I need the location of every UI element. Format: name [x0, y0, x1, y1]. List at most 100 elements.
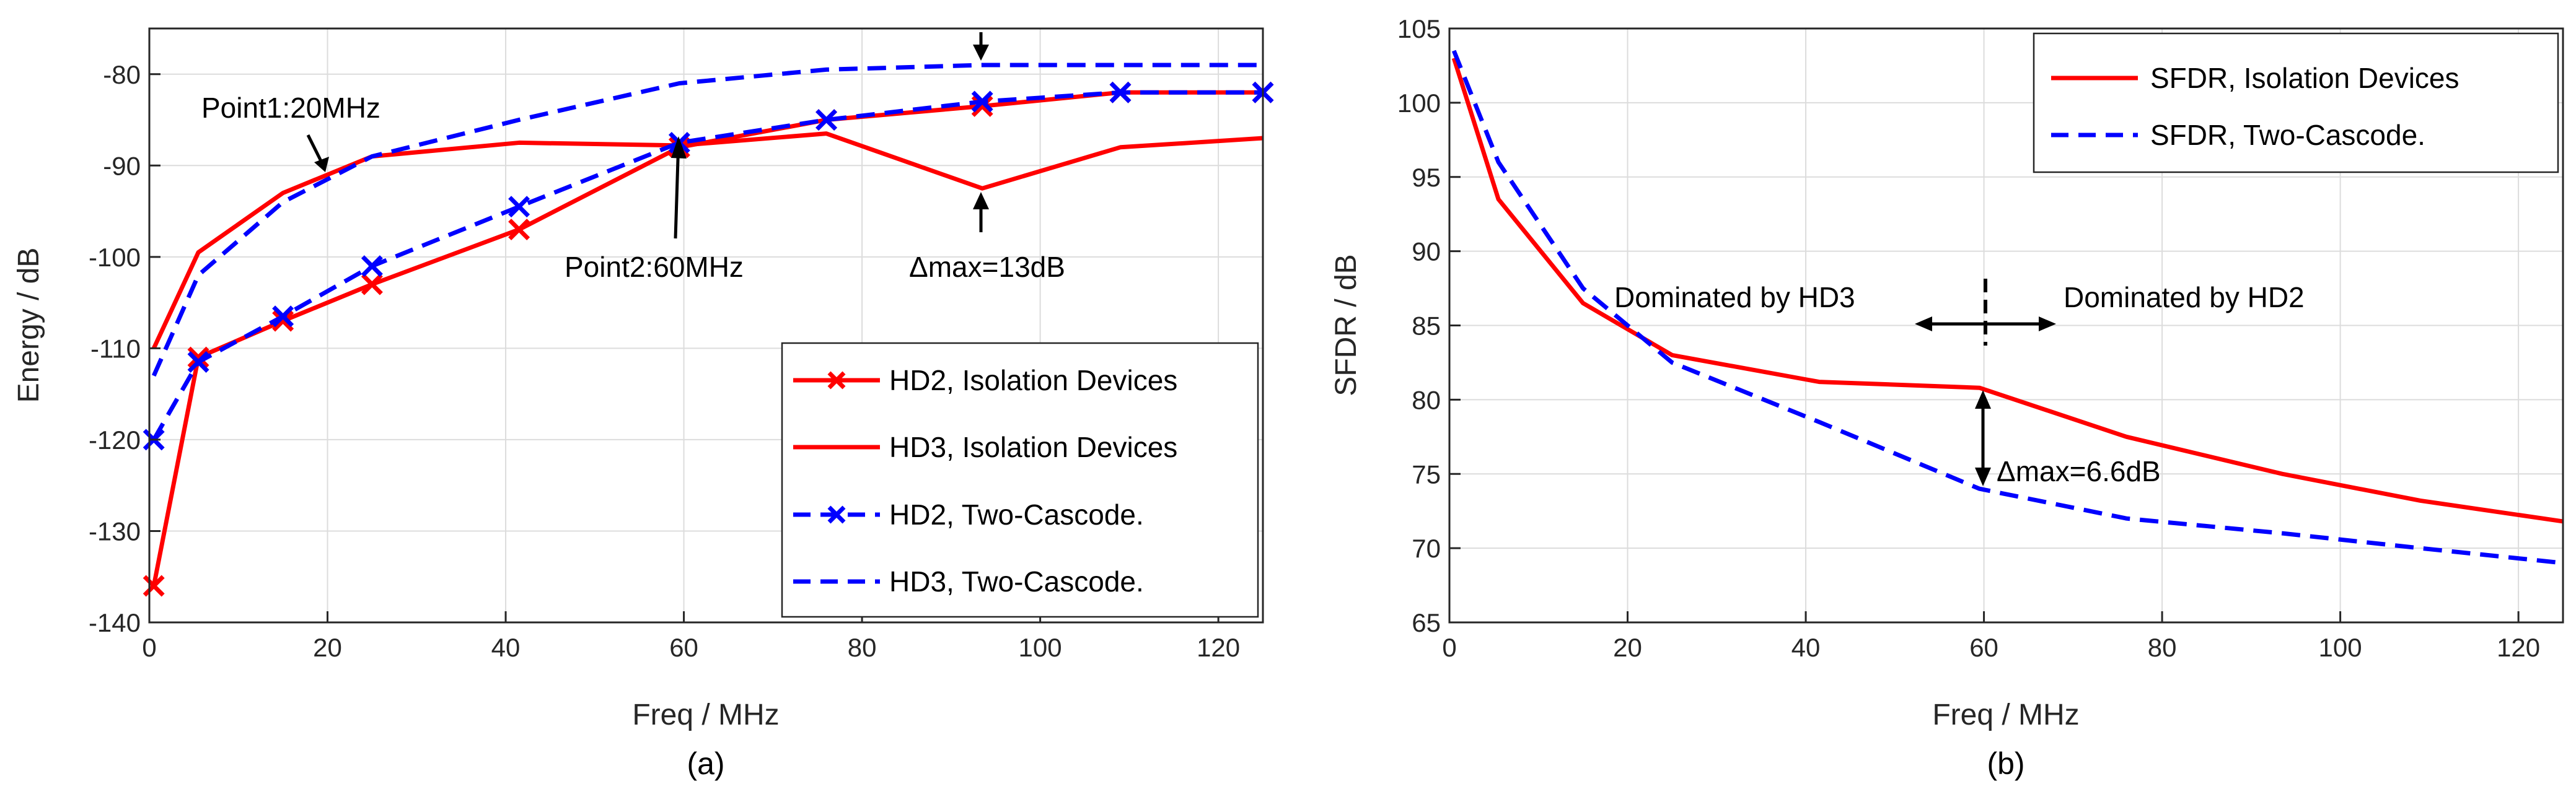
legend-b-item-1: SFDR, Two-Cascode. — [2051, 119, 2425, 151]
series-0-point-marker — [272, 310, 294, 332]
tick-labels-b: 0 20 40 60 80 100 120 65 70 75 80 85 90 95 100 105 — [1397, 14, 2540, 662]
x-tick-label: 120 — [1197, 633, 1240, 662]
series-2-point-marker — [272, 305, 294, 328]
legend-b-label-1: SFDR, Two-Cascode. — [2150, 119, 2425, 151]
y-tick-label: -80 — [103, 60, 141, 89]
series-2-point-marker — [815, 109, 838, 131]
legend-b-box — [2033, 32, 2559, 173]
x-tick-label: 100 — [1019, 633, 1062, 662]
annotation-point1: Point1:20MHz — [201, 92, 380, 172]
x-tick-label: 60 — [669, 633, 698, 662]
series-0-point-marker — [508, 219, 530, 241]
annotation-point2: Point2:60MHz — [565, 136, 744, 283]
y-tick-label: 65 — [1412, 608, 1441, 637]
annotation-hd3-label: Dominated by HD3 — [1614, 281, 1855, 313]
caption-a: (a) — [687, 746, 724, 781]
annotation-point2-label: Point2:60MHz — [565, 251, 744, 283]
legend-a-marker-2 — [827, 505, 846, 524]
divider-right-arrowhead — [2039, 316, 2056, 331]
series-2-point-marker — [187, 351, 209, 373]
annotation-delta-b: Δmax=6.6dB — [1975, 390, 2161, 487]
series-line-1 — [152, 131, 1264, 349]
chart-panel-a: Point1:20MHz Point2:60MHz Δmax=13dB 0 20 4… — [12, 27, 1274, 781]
x-tick-label: 20 — [1613, 633, 1642, 662]
delta-a-bottom-arrowhead — [973, 192, 989, 209]
caption-b: (b) — [1987, 746, 2024, 781]
series-line-1 — [1451, 50, 2564, 565]
y-tick-label: 90 — [1412, 237, 1441, 266]
series-2-point-marker — [1109, 81, 1132, 103]
x-tick-label: 100 — [2319, 633, 2362, 662]
y-tick-label: 80 — [1412, 385, 1441, 414]
series-layer-a — [143, 63, 1274, 597]
x-tick-label: 80 — [848, 633, 877, 662]
annotation-hd2-label: Dominated by HD2 — [2064, 281, 2305, 313]
legend-b-label-0: SFDR, Isolation Devices — [2150, 62, 2460, 94]
series-2-point-marker — [361, 255, 383, 277]
y-axis-label-a: Energy / dB — [12, 248, 45, 403]
series-0-point-marker — [361, 273, 383, 295]
series-0-point-marker — [143, 575, 165, 597]
legend-a: HD2, Isolation Devices HD3, Isolation De… — [781, 342, 1259, 618]
delta-b-top-arrowhead — [1975, 390, 1991, 409]
annotation-divider: Dominated by HD3 Dominated by HD2 — [1614, 279, 2305, 346]
x-tick-label: 40 — [491, 633, 521, 662]
plot-frame-a — [148, 27, 1264, 624]
legend-a-box — [781, 342, 1259, 618]
annotation-delta-a: Δmax=13dB — [909, 32, 1065, 283]
series-line-0 — [1451, 57, 2564, 524]
x-axis-label-a: Freq / MHz — [632, 699, 779, 731]
y-tick-label: -140 — [89, 608, 141, 637]
legend-a-label-3: HD3, Two-Cascode. — [889, 565, 1144, 598]
divider-left-arrowhead — [1915, 316, 1932, 331]
series-2-point-marker — [971, 90, 993, 113]
y-tick-label: -100 — [89, 243, 141, 272]
series-line-3 — [151, 63, 1263, 377]
legend-a-label-0: HD2, Isolation Devices — [889, 364, 1177, 396]
delta-a-top-arrowhead — [973, 45, 989, 61]
annotation-point2-arrowhead — [671, 136, 687, 159]
y-tick-label: 70 — [1412, 534, 1441, 563]
annotation-point1-label: Point1:20MHz — [201, 92, 380, 124]
y-tick-label: 100 — [1397, 89, 1441, 118]
legend-a-item-1: HD3, Isolation Devices — [793, 431, 1177, 463]
x-tick-label: 40 — [1791, 633, 1821, 662]
annotation-delta-a-label: Δmax=13dB — [909, 251, 1065, 283]
y-tick-label: 75 — [1412, 460, 1441, 489]
tick-labels-a: 0 20 40 60 80 100 120 -140 -130 -120 -110 -100 -90 -8… — [89, 60, 1240, 662]
legend-a-label-1: HD3, Isolation Devices — [889, 431, 1177, 463]
series-layer-b — [1451, 50, 2564, 565]
y-tick-label: -90 — [103, 151, 141, 180]
legend-a-item-2: HD2, Two-Cascode. — [793, 499, 1144, 531]
y-tick-label: 95 — [1412, 163, 1441, 192]
y-tick-label: 105 — [1397, 14, 1441, 43]
y-tick-label: -110 — [90, 334, 141, 363]
legend-a-marker-0 — [827, 371, 846, 390]
delta-b-bottom-arrowhead — [1975, 468, 1991, 486]
legend-a-item-0: HD2, Isolation Devices — [793, 364, 1177, 396]
x-tick-label: 80 — [2148, 633, 2177, 662]
y-tick-label: -120 — [89, 425, 141, 455]
annotation-point1-arrowhead — [314, 157, 329, 172]
y-axis-label-b: SFDR / dB — [1330, 254, 1363, 396]
x-tick-label: 0 — [1442, 633, 1456, 662]
legend-a-label-2: HD2, Two-Cascode. — [889, 499, 1144, 531]
x-tick-label: 0 — [142, 633, 156, 662]
chart-panel-b: Dominated by HD3 Dominated by HD2 Δmax=6… — [1330, 14, 2564, 781]
series-line-0 — [151, 90, 1263, 586]
x-tick-label: 60 — [1969, 633, 1998, 662]
x-axis-label-b: Freq / MHz — [1932, 699, 2079, 731]
legend-a-item-3: HD3, Two-Cascode. — [793, 565, 1144, 598]
annotation-point1-arrow — [306, 134, 323, 163]
y-tick-label: -130 — [89, 517, 141, 546]
x-tick-label: 120 — [2497, 633, 2540, 662]
legend-b-item-0: SFDR, Isolation Devices — [2051, 62, 2460, 94]
x-tick-label: 20 — [313, 633, 342, 662]
series-2-point-marker — [508, 196, 530, 218]
legend-b: SFDR, Isolation Devices SFDR, Two-Cascod… — [2033, 32, 2559, 173]
annotation-delta-b-label: Δmax=6.6dB — [1997, 455, 2161, 487]
y-tick-label: 85 — [1412, 312, 1441, 341]
series-0-point-marker — [971, 95, 993, 117]
series-0-point-marker — [187, 346, 209, 368]
